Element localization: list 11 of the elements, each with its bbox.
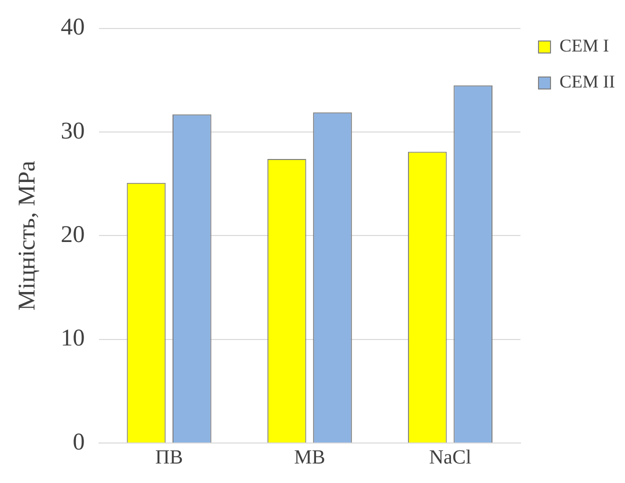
y-tick-label: 10 bbox=[60, 326, 85, 352]
y-tick-label: 30 bbox=[60, 118, 85, 144]
legend-label: CEM I bbox=[560, 36, 610, 56]
y-tick-label: 0 bbox=[72, 429, 85, 456]
legend-label: CEM II bbox=[560, 72, 616, 92]
y-tick-label: 20 bbox=[60, 222, 85, 248]
x-tick-label: МВ bbox=[294, 446, 326, 468]
x-tick-label: NaCl bbox=[429, 446, 472, 468]
y-tick-label: 40 bbox=[60, 14, 85, 41]
x-tick-label: ПВ bbox=[155, 446, 183, 468]
y-axis-title: Міцність, МРа bbox=[14, 160, 41, 311]
